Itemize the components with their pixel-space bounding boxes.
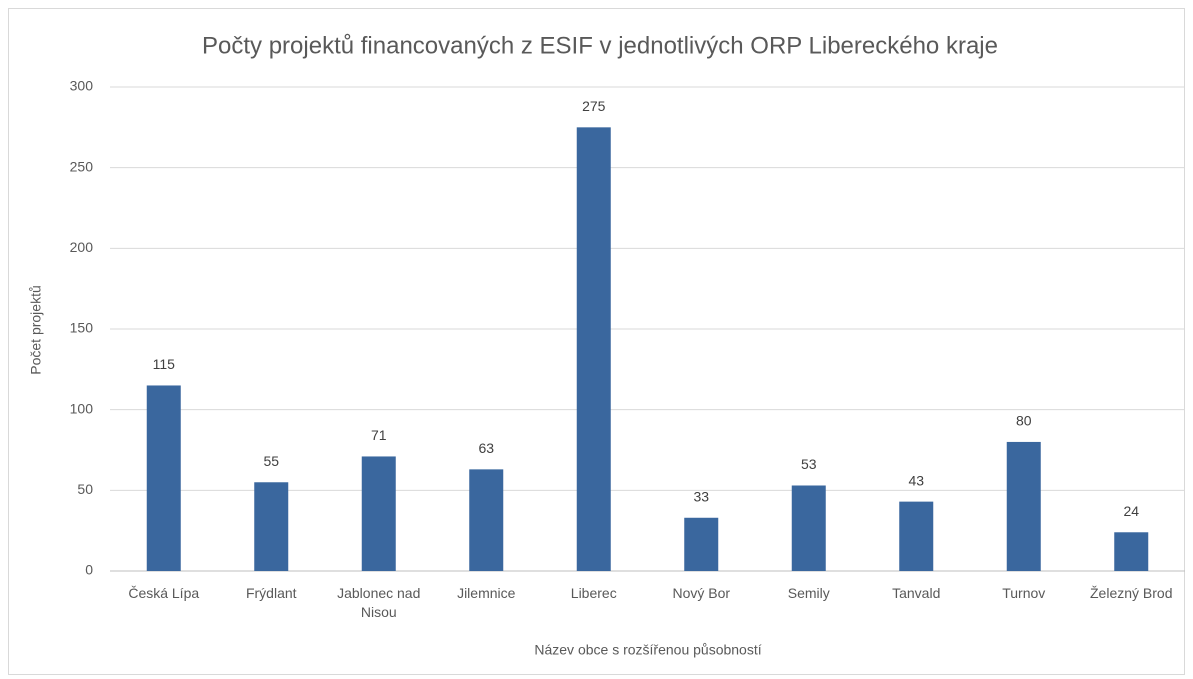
- x-tick-label: Železný Brod: [1090, 585, 1173, 601]
- value-label: 33: [693, 488, 709, 504]
- bar: [469, 469, 504, 571]
- x-tick-label: Semily: [787, 585, 830, 601]
- bar: [254, 482, 289, 571]
- value-label: 115: [153, 356, 176, 372]
- bar: [684, 517, 719, 571]
- value-label: 24: [1123, 503, 1139, 519]
- bar: [361, 456, 396, 571]
- x-tick-label: Tanvald: [892, 585, 941, 601]
- value-label: 275: [582, 98, 606, 114]
- y-tick-label: 250: [70, 158, 94, 174]
- bar: [791, 485, 826, 571]
- x-tick-label: Nový Bor: [672, 585, 731, 601]
- bar: [576, 127, 611, 571]
- value-label: 63: [478, 440, 494, 456]
- y-tick-label: 0: [85, 562, 93, 578]
- chart-title: Počty projektů financovaných z ESIF v je…: [202, 32, 998, 59]
- y-axis-title: Počet projektů: [28, 285, 44, 375]
- y-tick-label: 150: [70, 320, 94, 336]
- x-tick-label: Jablonec nad Nisou: [337, 585, 421, 620]
- y-tick-label: 200: [70, 239, 94, 255]
- bar: [1114, 532, 1149, 571]
- y-tick-label: 50: [77, 481, 93, 497]
- bar: [146, 385, 181, 571]
- value-label: 53: [801, 456, 817, 472]
- x-tick-label: Liberec: [570, 585, 617, 601]
- value-label: 43: [908, 472, 924, 488]
- value-label: 55: [263, 453, 279, 469]
- bar: [899, 501, 934, 571]
- value-label: 71: [371, 427, 387, 443]
- y-tick-label: 100: [70, 400, 94, 416]
- x-axis-title: Název obce s rozšířenou působností: [534, 642, 761, 658]
- value-label: 80: [1016, 413, 1032, 429]
- x-tick-label: Česká Lípa: [128, 585, 200, 601]
- bar: [1006, 441, 1041, 571]
- x-tick-label: Jilemnice: [457, 585, 516, 601]
- x-tick-label: Frýdlant: [245, 585, 297, 601]
- x-tick-label: Turnov: [1002, 585, 1046, 601]
- y-tick-label: 300: [70, 78, 94, 94]
